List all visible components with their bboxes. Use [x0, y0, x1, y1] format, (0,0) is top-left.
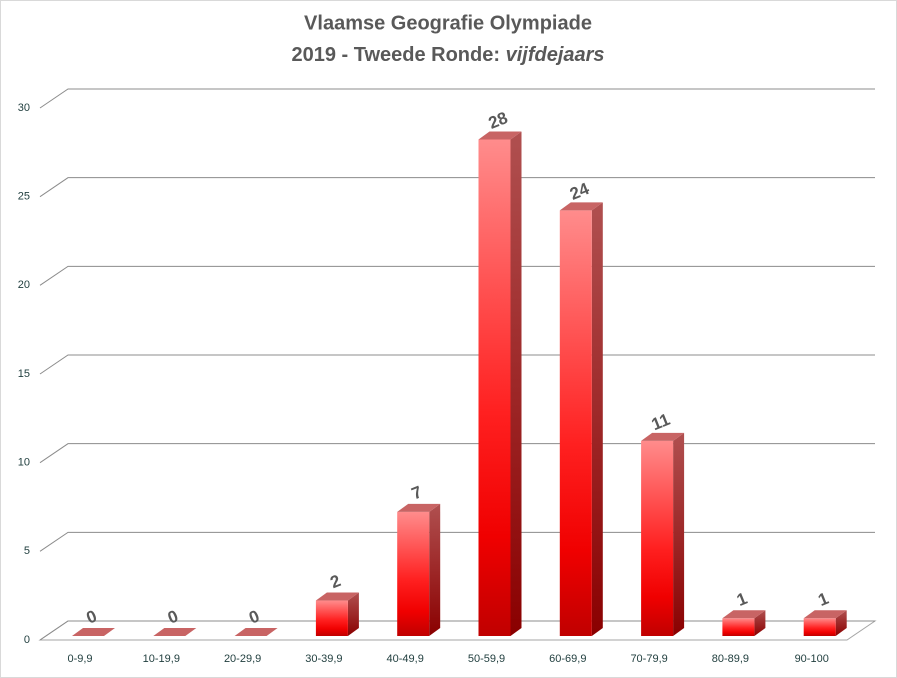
bar: [641, 440, 674, 636]
subtitle-text: 2019 - Tweede Ronde:: [291, 44, 500, 66]
bar-top: [478, 131, 522, 140]
bar-top: [315, 592, 359, 601]
bar-top: [722, 610, 766, 619]
bar: [397, 511, 430, 636]
bar-top: [397, 503, 441, 512]
bar-side: [591, 202, 603, 636]
bar: [315, 600, 348, 636]
bar-top: [559, 202, 603, 211]
subtitle-emphasis: vijfdejaars: [506, 44, 605, 66]
bar-top: [641, 432, 685, 441]
bar-top: [72, 628, 115, 636]
bar-side: [673, 432, 685, 636]
data-label: 11: [649, 410, 673, 434]
x-tick-label: 70-79,9: [630, 653, 667, 665]
x-tick-label: 0-9,9: [67, 653, 92, 665]
bar: [722, 618, 755, 636]
chart-subtitle: 2019 - Tweede Ronde: vijfdejaars: [291, 44, 604, 66]
bar-side: [347, 592, 359, 636]
x-tick-label: 30-39,9: [305, 653, 342, 665]
grid-line: [39, 88, 875, 109]
bar-side: [429, 503, 441, 636]
y-tick-label: 20: [18, 279, 30, 291]
bar-side: [754, 610, 766, 636]
y-tick-label: 10: [18, 457, 30, 469]
bar-side: [835, 610, 847, 636]
bar: [803, 618, 836, 636]
y-tick-label: 25: [18, 191, 30, 203]
x-tick-label: 50-59,9: [468, 653, 505, 665]
x-tick-label: 10-19,9: [143, 653, 180, 665]
grid-line: [39, 443, 875, 464]
y-tick-label: 30: [18, 102, 30, 114]
grid-line: [39, 620, 875, 641]
y-tick-label: 15: [18, 368, 30, 380]
x-tick-label: 80-89,9: [712, 653, 749, 665]
y-tick-label: 5: [24, 545, 30, 557]
grid-line: [39, 531, 875, 552]
x-tick-label: 40-49,9: [387, 653, 424, 665]
grid-line: [39, 354, 875, 375]
bar-top: [153, 628, 197, 636]
bar-side: [510, 131, 522, 636]
chart-title: Vlaamse Geografie Olympiade: [304, 12, 592, 34]
x-tick-label: 20-29,9: [224, 653, 261, 665]
y-tick-label: 0: [24, 634, 30, 646]
bar-top: [803, 610, 847, 619]
x-tick-label: 90-100: [795, 653, 829, 665]
grid-line: [39, 265, 875, 286]
x-tick-label: 60-69,9: [549, 653, 586, 665]
grid-line: [39, 177, 875, 198]
bar-top: [234, 628, 278, 636]
bar: [478, 139, 511, 636]
bar: [559, 210, 592, 636]
